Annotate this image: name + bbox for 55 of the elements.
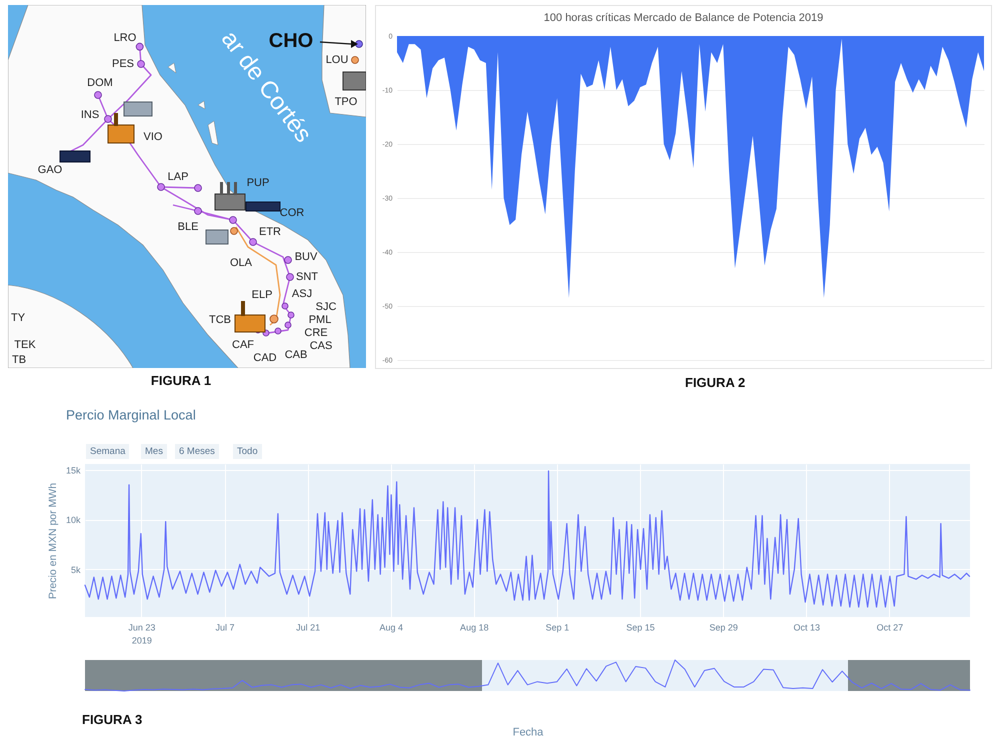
x-tick-label: Aug 18 <box>460 622 489 632</box>
text: VIO <box>144 131 163 143</box>
text: CRE <box>304 327 328 339</box>
x-tick-label: Sep 1 <box>546 622 570 632</box>
x-tick-label: Jul 7 <box>215 622 235 632</box>
x-tick-label: Oct 13 <box>794 622 820 632</box>
text: LAP <box>168 171 188 183</box>
text: CAS <box>310 340 332 352</box>
button: Todo <box>233 444 262 459</box>
text: CAF <box>232 339 254 351</box>
y-tick-label: 15k <box>66 465 81 476</box>
text: BUV <box>294 251 318 263</box>
text: TCB <box>209 314 231 326</box>
button: Semana <box>86 444 130 459</box>
text: SNT <box>296 271 318 283</box>
y-tick-label: 10k <box>66 515 81 526</box>
text: TPO <box>334 96 358 108</box>
text: PUP <box>246 177 270 189</box>
text: FIGURA 3 <box>82 712 142 727</box>
chart-title: Percio Marginal Local <box>66 408 196 422</box>
text: PML <box>308 314 332 326</box>
text: TB <box>12 354 26 366</box>
text: COR <box>280 207 304 219</box>
text: SJC <box>316 301 336 313</box>
text: TY <box>10 312 26 324</box>
x-tick-label: Sep 29 <box>709 622 738 632</box>
text: ASJ <box>292 288 312 300</box>
text: LRO <box>114 32 137 44</box>
text: INS <box>80 109 100 121</box>
text: TEK <box>14 339 36 351</box>
text: FIGURA 2 <box>685 375 746 390</box>
x-tick-label: Sep 15 <box>626 622 655 632</box>
text: LOU <box>326 54 348 66</box>
y-axis-title: Precio en MXN por MWh <box>46 482 59 600</box>
text: CAB <box>284 349 308 361</box>
text: ETR <box>259 226 282 238</box>
y-tick-label: 5k <box>70 564 81 575</box>
text: FIGURA 1 <box>150 373 212 388</box>
text: CAD <box>253 352 277 364</box>
text: ELP <box>252 289 272 301</box>
text: BLE <box>178 221 198 233</box>
chart-title: 100 horas críticas Mercado de Balance de Potencia 2019 <box>544 12 824 24</box>
button: Mes <box>141 444 167 459</box>
text: OLA <box>230 257 253 269</box>
x-tick-label: Jun 23 2019 <box>128 622 156 646</box>
button: 6 Meses <box>175 444 219 459</box>
x-axis-title: Fecha <box>512 726 544 738</box>
x-tick-label: Aug 4 <box>379 622 403 632</box>
text: GAO <box>38 164 63 176</box>
text: CHO <box>268 30 314 52</box>
x-tick-label: Jul 21 <box>296 622 320 632</box>
line-series <box>84 470 970 608</box>
text: PES <box>112 58 134 70</box>
text: DOM <box>87 77 113 89</box>
x-tick-label: Oct 27 <box>876 622 904 632</box>
